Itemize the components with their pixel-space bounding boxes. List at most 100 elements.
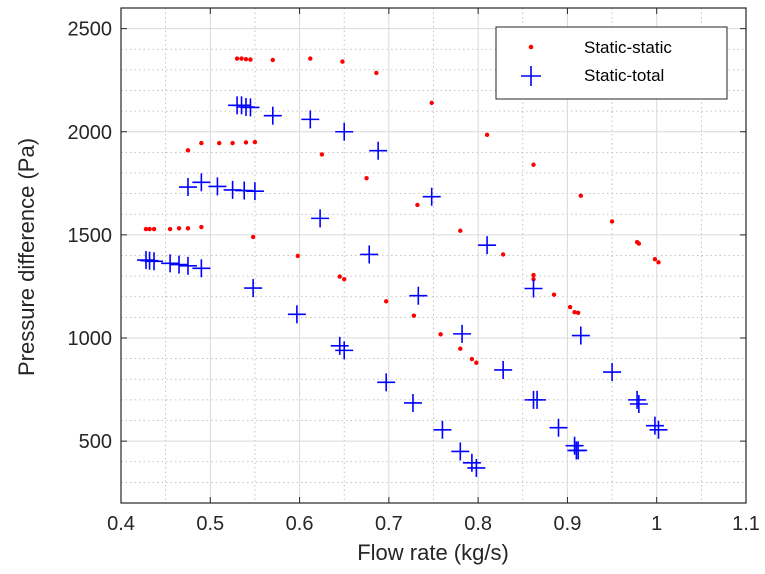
data-point-static-total [311,209,330,228]
data-point-static-total [245,182,264,201]
data-point-static-static [243,56,249,62]
data-point-static-total [628,390,647,409]
legend-box [495,26,728,100]
data-point-static-total [145,252,164,271]
data-point-static-total [232,96,251,115]
axis-ticks [120,8,747,503]
data-point-static-static [143,226,149,232]
legend: Static-static Static-total [495,26,728,100]
y-tick-labels: 500 1000 1500 2000 2500 [68,19,113,454]
data-point-static-total [569,441,588,460]
data-point-static-static [429,100,434,106]
data-point-static-total [453,324,472,343]
data-point-static-static [342,277,347,282]
data-point-static-total [478,236,497,255]
series-static-static [143,56,661,365]
data-point-static-static [609,219,615,224]
data-point-static-static [295,253,300,259]
data-point-static-static [383,299,389,304]
data-point-static-static [500,252,506,257]
data-point-static-total [403,393,422,412]
data-point-static-total [571,326,590,345]
data-point-static-static [167,226,173,232]
data-point-static-total [467,458,486,477]
data-point-static-static [234,56,240,61]
data-point-static-total [462,453,481,472]
legend-label-static-static: Static-static [584,38,672,57]
data-point-static-static [308,56,313,61]
y-tick-label: 500 [79,431,112,453]
data-point-static-total [565,436,584,455]
x-tick-label: 1.1 [732,513,760,535]
data-point-static-static [250,234,256,240]
data-point-static-total [178,178,197,197]
plot-frame [120,7,747,504]
data-point-static-total [603,363,622,382]
data-point-static-total [422,187,441,206]
data-point-static-static [656,260,661,265]
data-point-static-static [243,140,249,145]
x-tick-label: 0.9 [554,513,582,535]
data-point-static-total [377,373,396,392]
data-point-static-total [192,173,211,192]
data-point-static-static [567,304,573,310]
data-point-static-static [551,292,557,297]
data-point-static-static [374,70,379,76]
x-tick-label: 0.7 [375,513,403,535]
data-point-static-total [330,336,349,355]
minor-grid [121,8,746,503]
data-point-static-static [185,148,191,153]
data-point-static-total [369,141,388,160]
data-point-static-static [230,140,235,146]
y-axis-label: Pressure difference (Pa) [14,138,39,376]
data-point-static-static [411,313,417,318]
data-point-static-static [578,193,584,198]
data-point-static-static [340,59,345,64]
data-point-static-total [335,341,354,360]
data-point-static-static [252,139,258,145]
x-tick-label: 1 [651,513,662,535]
data-point-static-static [337,274,342,279]
data-point-static-total [192,259,211,278]
data-point-static-total [433,420,452,439]
data-point-static-total [170,255,189,274]
data-point-static-static [217,140,222,146]
data-point-static-static [531,272,536,278]
data-point-static-static [319,152,325,157]
y-tick-label: 1500 [68,225,113,247]
data-point-static-static [531,277,536,282]
data-point-static-static [474,360,479,365]
data-point-static-total [451,442,470,461]
data-point-static-static [636,241,642,246]
data-point-static-static [185,226,191,231]
x-tick-label: 0.5 [196,513,224,535]
series-static-total [137,96,668,477]
data-point-static-static [364,175,369,181]
data-point-static-total [244,279,263,298]
data-point-static-total [161,254,180,273]
data-point-static-static [652,257,658,262]
data-point-static-static [151,226,157,232]
data-point-static-static [270,57,275,63]
x-tick-labels: 0.4 0.5 0.6 0.7 0.8 0.9 1 1.1 [107,513,760,535]
data-point-static-static [199,140,204,146]
data-point-static-total [360,245,379,264]
y-tick-label: 1000 [68,328,113,350]
data-point-static-total [549,418,568,437]
x-tick-label: 0.4 [107,513,135,535]
data-point-static-static [248,57,253,62]
data-point-static-total [494,360,513,379]
data-point-static-total [178,256,197,275]
data-point-static-total [208,177,227,196]
x-tick-label: 0.8 [464,513,492,535]
data-point-static-static [438,332,443,337]
data-point-static-static [469,356,475,362]
data-point-static-static [199,224,204,230]
data-point-static-static [415,202,420,208]
data-point-static-static [458,346,463,351]
data-point-static-total [409,286,428,305]
data-point-static-static [531,162,536,167]
data-point-static-total [287,305,306,324]
data-point-static-total [335,122,354,141]
